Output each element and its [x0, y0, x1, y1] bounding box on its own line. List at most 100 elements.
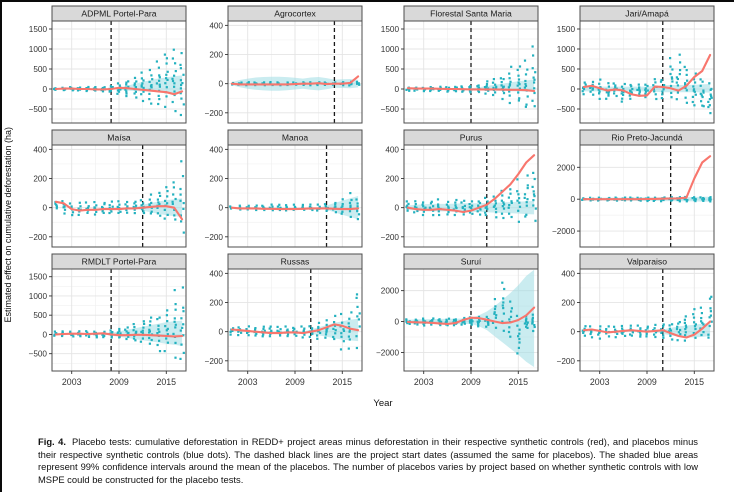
panels-grid: ADPML Portel-Para −500 0 500 1000 1500 Agrocor… — [16, 5, 720, 398]
panel-title: Russas — [281, 257, 310, 267]
y-tick-label: 0 — [394, 85, 399, 94]
y-tick-label: 200 — [209, 299, 223, 308]
placebo-dots — [405, 281, 536, 355]
panel-title: ADPML Portel-Para — [81, 9, 156, 19]
panel-florestal-santa-maria: Florestal Santa Maria −500 0 500 1000 1500 — [381, 5, 539, 124]
y-axis-label-text: Estimated effect on cumulative deforesta… — [2, 127, 13, 323]
y-tick-label: −200 — [29, 233, 48, 242]
panel-title: Florestal Santa Maria — [430, 9, 512, 19]
figure-caption: Fig. 4. Placebo tests: cumulative defores… — [38, 436, 698, 486]
treatment-line — [406, 154, 536, 214]
y-tick-label: 0 — [570, 85, 575, 94]
treatment-line — [406, 87, 536, 93]
panel-title: Jari/Amapá — [625, 9, 669, 19]
treatment-line — [582, 53, 712, 97]
y-tick-label: −200 — [205, 233, 224, 242]
treatment-line — [54, 200, 184, 221]
y-tick-label: 1500 — [29, 25, 48, 34]
confidence-band — [231, 196, 359, 220]
y-tick-label: 400 — [209, 269, 223, 278]
placebo-dots — [405, 171, 537, 223]
x-tick-label: 2003 — [238, 377, 258, 387]
panel-title: Agrocortex — [274, 9, 316, 19]
panel-manoa: Manoa −200 0 200 400 — [205, 129, 363, 248]
y-tick-label: 1500 — [557, 25, 576, 34]
y-tick-label: −200 — [381, 233, 400, 242]
y-tick-label: 2000 — [557, 163, 576, 172]
y-tick-label: −200 — [205, 109, 224, 118]
panel-maisa: Maísa −200 0 200 400 — [29, 129, 187, 248]
panel-strip — [51, 5, 187, 22]
y-tick-label: −2000 — [376, 348, 399, 357]
y-tick-label: 400 — [209, 21, 223, 30]
y-tick-label: −200 — [557, 357, 576, 366]
page-edge-top — [0, 0, 734, 2]
x-tick-label: 2015 — [157, 377, 177, 387]
y-tick-label: 0 — [218, 204, 223, 213]
y-tick-label: 500 — [33, 65, 47, 74]
panel-strip — [403, 253, 539, 270]
x-tick-label: 2003 — [414, 377, 434, 387]
y-tick-label: 0 — [42, 204, 47, 213]
panel-valparaiso: Valparaiso −200 0 200 400 2003 2009 2015 — [557, 253, 715, 387]
y-tick-label: 200 — [209, 175, 223, 184]
y-tick-label: 200 — [209, 51, 223, 60]
y-tick-label: 2000 — [381, 287, 400, 296]
placebo-test-figure: ADPML Portel-Para −500 0 500 1000 1500 Agrocor… — [16, 5, 720, 409]
y-tick-label: 1000 — [381, 45, 400, 54]
treatment-line — [54, 332, 184, 338]
treatment-line — [230, 75, 360, 86]
y-tick-label: 500 — [561, 65, 575, 74]
x-tick-label: 2003 — [590, 377, 610, 387]
y-tick-label: −500 — [29, 350, 48, 359]
panel-strip — [51, 129, 187, 146]
panel-title: Suruí — [461, 257, 482, 267]
x-tick-label: 2015 — [685, 377, 705, 387]
panel-title: Manoa — [282, 133, 308, 143]
y-tick-label: 0 — [218, 80, 223, 89]
panel-purus: Purus −200 0 200 400 — [381, 129, 539, 248]
y-tick-label: 400 — [33, 145, 47, 154]
treatment-line — [582, 320, 712, 339]
y-tick-label: −500 — [557, 105, 576, 114]
panel-rio-preto-jacunda: Rio Preto-Jacundá −2000 0 2000 — [552, 129, 715, 248]
y-tick-label: 200 — [561, 299, 575, 308]
y-tick-label: 0 — [394, 204, 399, 213]
x-tick-label: 2009 — [285, 377, 305, 387]
y-tick-label: −500 — [29, 105, 48, 114]
panel-agrocortex: Agrocortex −200 0 200 400 — [205, 5, 363, 124]
y-tick-label: −2000 — [552, 227, 575, 236]
treatment-line — [230, 206, 360, 211]
treatment-line — [582, 155, 712, 201]
panel-russas: Russas −200 0 200 400 2003 2009 2015 — [205, 253, 363, 387]
x-tick-label: 2015 — [509, 377, 529, 387]
panel-title: RMDLT Portel-Para — [82, 257, 157, 267]
panel-strip — [51, 253, 187, 270]
x-tick-label: 2003 — [62, 377, 82, 387]
panel-jari-amapa: Jari/Amapá −500 0 500 1000 1500 — [557, 5, 715, 124]
panel-title: Purus — [460, 133, 482, 143]
y-axis-label: Estimated effect on cumulative deforesta… — [1, 30, 14, 420]
panel-title: Maísa — [107, 133, 131, 143]
y-tick-label: 400 — [209, 145, 223, 154]
y-tick-label: 200 — [33, 175, 47, 184]
treatment-line — [230, 323, 360, 335]
panel-strip — [227, 253, 363, 270]
x-tick-label: 2015 — [333, 377, 353, 387]
y-tick-label: −500 — [381, 105, 400, 114]
y-tick-label: 400 — [385, 145, 399, 154]
panel-strip — [227, 129, 363, 146]
x-tick-label: 2009 — [461, 377, 481, 387]
y-tick-label: −200 — [205, 357, 224, 366]
y-tick-label: 1000 — [29, 292, 48, 301]
y-tick-label: 500 — [33, 311, 47, 320]
treatment-line — [54, 86, 184, 96]
x-tick-label: 2009 — [637, 377, 657, 387]
x-tick-label: 2009 — [109, 377, 129, 387]
panel-strip — [579, 5, 715, 22]
caption-text: Placebo tests: cumulative deforestation … — [38, 436, 698, 485]
y-tick-label: 500 — [385, 65, 399, 74]
y-tick-label: 1500 — [29, 273, 48, 282]
panel-row: ADPML Portel-Para −500 0 500 1000 1500 Agrocor… — [16, 5, 720, 129]
